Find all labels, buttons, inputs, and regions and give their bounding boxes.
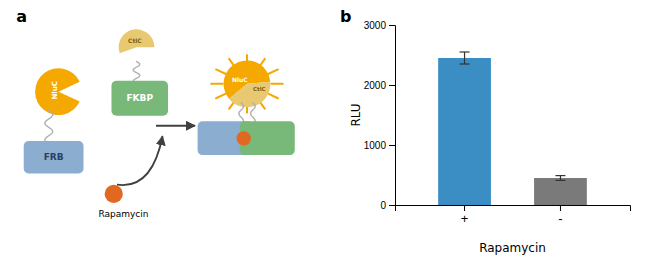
y-tick: 2000: [364, 80, 395, 91]
x-axis: +-: [396, 205, 631, 226]
error-cap: [460, 51, 470, 52]
curved-arrow: [117, 136, 163, 185]
sun-ray: [216, 69, 226, 74]
y-tick: 3000: [364, 20, 395, 31]
x-tick-label: -: [558, 211, 562, 226]
sun-nluc-label: NluC: [232, 76, 248, 83]
nluc-shape: [35, 68, 80, 115]
y-axis-line: [389, 26, 396, 206]
linker-line: [45, 111, 53, 145]
y-tick: 1000: [364, 140, 395, 151]
x-tick-mark: [464, 205, 465, 211]
main-arrow: [156, 125, 195, 127]
error-stem: [560, 176, 561, 181]
bar-chart: 0100020003000+-RLURapamycinb: [340, 7, 631, 255]
sun-ray: [216, 94, 226, 99]
sun-ray: [271, 83, 282, 85]
fkbp-box: [111, 81, 168, 116]
x-tick-label: +: [461, 211, 469, 226]
bar: [534, 178, 587, 205]
sun-ray: [211, 83, 222, 85]
frb-box: [24, 141, 84, 173]
frb-label: FRB: [44, 152, 64, 162]
figure: a NluC FRB CtlC FKBP Rapamycin NluC CtlC 0 1000 20…: [0, 0, 650, 262]
illustration: a NluC FRB CtlC FKBP Rapamycin NluC CtlC: [16, 7, 295, 219]
nluc-label: NluC: [51, 81, 59, 99]
panel-label: b: [340, 7, 351, 26]
y-tick-mark: [389, 85, 395, 86]
sun-ctlc-label: CtlC: [253, 86, 266, 92]
rapamycin-dot: [237, 131, 251, 145]
linker-line: [133, 62, 139, 84]
y-tick-mark: [389, 145, 395, 146]
linker-line: [251, 103, 256, 125]
y-tick-label: 3000: [364, 20, 387, 31]
error-bar: [460, 52, 470, 64]
sun-ray: [268, 69, 278, 74]
rapamycin-dot: [105, 185, 123, 203]
y-tick-label: 1000: [364, 140, 387, 151]
sun-ctlc-shape: [229, 82, 270, 107]
y-tick: 0: [380, 200, 395, 211]
error-cap: [555, 175, 565, 176]
ctlc-shape: [119, 29, 155, 53]
sun-ray: [268, 94, 278, 99]
x-tick: +: [461, 205, 469, 226]
error-stem: [464, 52, 465, 64]
y-axis-title: RLU: [349, 103, 363, 126]
plot-area: [438, 52, 587, 205]
rapamycin-label: Rapamycin: [98, 209, 148, 219]
linker-line: [239, 103, 244, 125]
y-tick-label: 0: [380, 200, 386, 211]
error-bar: [555, 176, 565, 181]
bar: [438, 58, 491, 205]
error-cap: [460, 63, 470, 64]
y-tick-mark: [389, 205, 395, 206]
panel-label: a: [16, 7, 27, 26]
x-axis-title: Rapamycin: [479, 241, 546, 255]
error-cap: [555, 180, 565, 181]
y-axis: 0 1000 2000 3000: [364, 20, 396, 211]
x-tick-mark: [560, 205, 561, 211]
y-tick-label: 2000: [364, 80, 387, 91]
ctlc-label: CtlC: [128, 37, 142, 44]
fkbp-label: FKBP: [126, 93, 153, 103]
y-tick-mark: [389, 25, 395, 26]
x-axis-line: [396, 206, 631, 212]
x-tick: -: [558, 205, 562, 226]
